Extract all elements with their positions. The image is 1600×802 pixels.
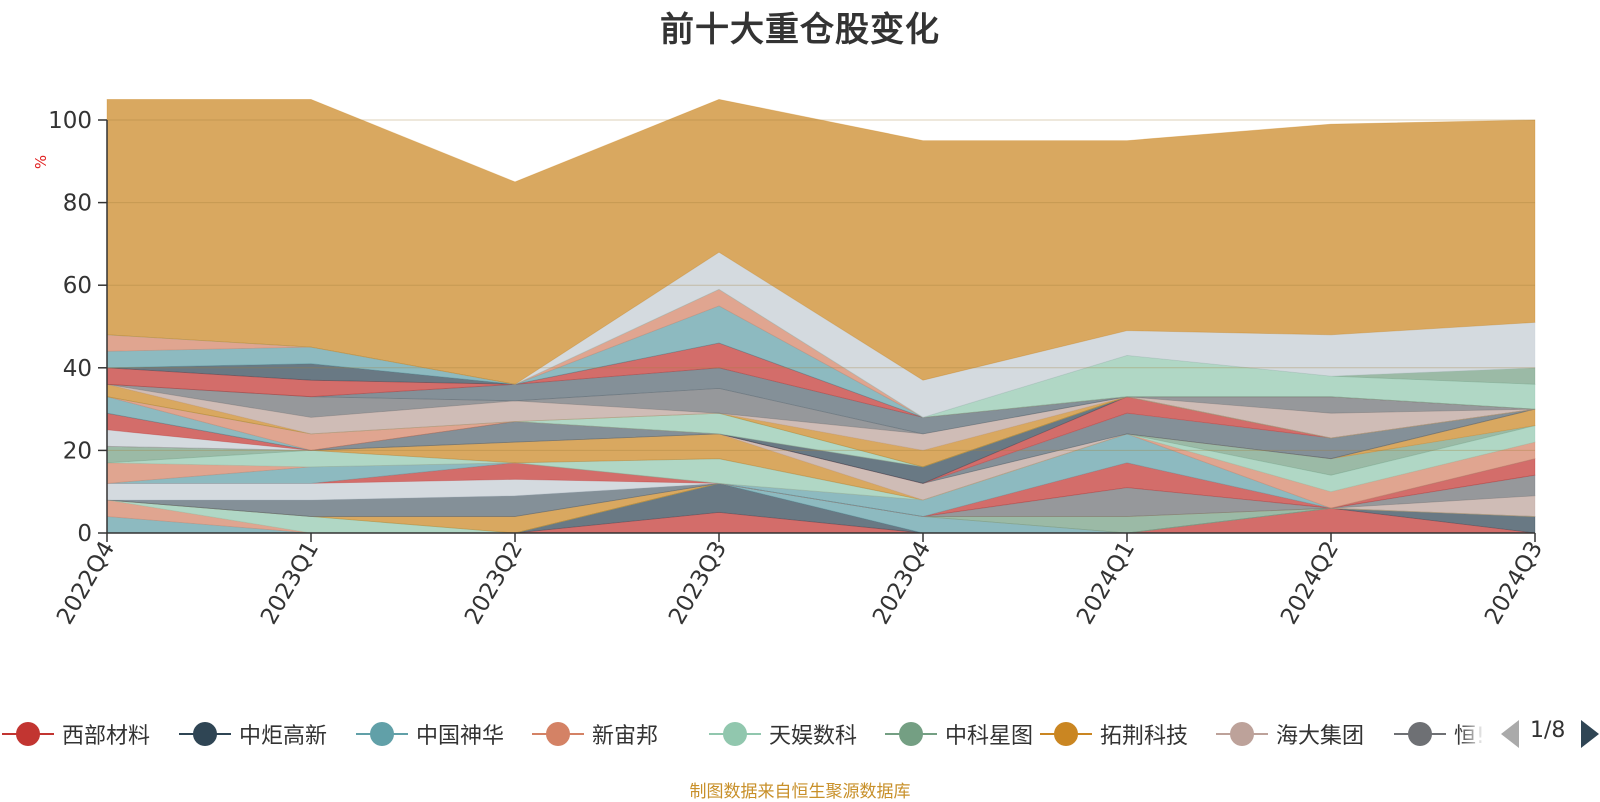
y-axis-label: % — [32, 155, 50, 169]
x-tick-label: 2023Q3 — [664, 537, 732, 629]
legend-next-page-icon[interactable] — [1581, 720, 1599, 748]
y-tick-label: 60 — [63, 273, 92, 299]
legend-marker-icon — [193, 722, 217, 746]
plot-area — [106, 98, 1536, 534]
y-tick-label: 0 — [77, 521, 92, 547]
x-tick-label: 2022Q4 — [52, 537, 120, 629]
x-tick-label: 2023Q2 — [460, 537, 528, 629]
area-series-9[interactable] — [106, 474, 1536, 517]
data-source-note: 制图数据来自恒生聚源数据库 — [689, 782, 911, 802]
legend-page-indicator: 1/8 — [1530, 718, 1566, 743]
x-tick-label: 2024Q1 — [1072, 537, 1140, 629]
y-tick-label: 80 — [63, 191, 92, 217]
legend-marker-icon — [1054, 722, 1078, 746]
area-series-8[interactable] — [106, 482, 1536, 517]
area-series-39[interactable] — [106, 251, 1536, 418]
x-tick-label: 2023Q4 — [868, 537, 936, 629]
legend-label: 中国神华 — [416, 724, 505, 749]
legend-marker-icon — [723, 722, 747, 746]
gridlines — [107, 119, 1535, 451]
legend-label: 中炬高新 — [239, 724, 328, 749]
legend-marker-icon — [1408, 722, 1432, 746]
x-tick-label: 2024Q3 — [1480, 537, 1548, 629]
area-series-40[interactable] — [106, 98, 1536, 385]
legend: 西部材料中炬高新中国神华新宙邦天娱数科中科星图拓荆科技海大集团恒! — [0, 714, 1600, 754]
area-series-12[interactable] — [107, 458, 1536, 517]
chart-title: 前十大重仓股变化 — [660, 10, 940, 50]
legend-fade — [1458, 710, 1496, 756]
legend-marker-icon — [546, 722, 570, 746]
legend-label: 天娱数科 — [769, 724, 858, 749]
legend-label: 西部材料 — [62, 724, 151, 749]
y-tick-label: 100 — [48, 108, 92, 134]
legend-label: 拓荆科技 — [1100, 724, 1189, 749]
area-series-2[interactable] — [107, 482, 1536, 534]
legend-prev-page-icon[interactable] — [1501, 720, 1519, 748]
x-tick-label: 2024Q2 — [1276, 537, 1344, 629]
legend-marker-icon — [370, 722, 394, 746]
y-tick-label: 20 — [63, 438, 92, 464]
legend-label: 中科星图 — [945, 724, 1034, 749]
legend-label: 海大集团 — [1276, 724, 1365, 749]
y-tick-label: 40 — [63, 356, 92, 382]
legend-label: 新宙邦 — [592, 724, 659, 749]
x-tick-label: 2023Q1 — [256, 537, 324, 629]
legend-marker-icon — [1230, 722, 1254, 746]
legend-marker-icon — [899, 722, 923, 746]
legend-marker-icon — [16, 722, 40, 746]
